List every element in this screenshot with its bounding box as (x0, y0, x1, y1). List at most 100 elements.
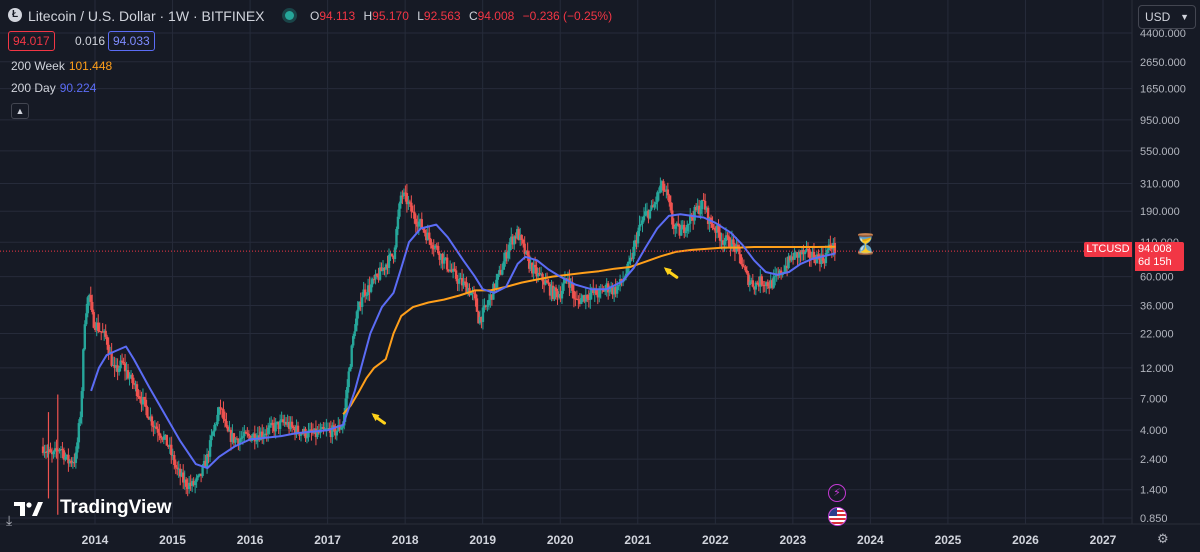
x-tick-label: 2019 (469, 533, 496, 547)
y-tick-label: 4400.000 (1140, 28, 1186, 40)
candle (152, 421, 155, 437)
candle (171, 448, 174, 461)
candle (46, 444, 49, 458)
price-axis[interactable]: 4400.000 2650.000 1650.000 950.000 550.000 31… (1140, 28, 1186, 525)
candle (74, 446, 78, 469)
candle (332, 419, 336, 432)
candle (252, 432, 255, 438)
candle (165, 434, 169, 446)
candle (50, 447, 54, 463)
candle (431, 242, 434, 255)
candle (542, 277, 546, 293)
candle (578, 293, 582, 307)
candle (660, 180, 664, 193)
candle (554, 284, 558, 300)
candle (277, 421, 280, 435)
candle (170, 436, 173, 464)
candle (487, 293, 491, 310)
arrow-annotation[interactable] (663, 267, 679, 279)
candle (331, 422, 334, 444)
candle (378, 262, 382, 281)
candle (635, 232, 638, 250)
last-price-tag: 94.008 6d 15h (1135, 242, 1184, 271)
candle (189, 474, 192, 491)
candle (744, 264, 747, 272)
candle (830, 243, 834, 259)
symbol-title[interactable]: Litecoin / U.S. Dollar · 1W · BITFINEX (28, 8, 265, 24)
candle (323, 422, 327, 430)
candle (337, 417, 340, 432)
candle (821, 246, 825, 264)
indicator-200-day[interactable]: 200 Day 90.224 (11, 81, 96, 95)
candle (55, 439, 58, 459)
arrow-annotation[interactable] (371, 413, 387, 425)
candle (560, 282, 564, 305)
us-flag-event-icon[interactable] (828, 507, 847, 526)
candle (760, 274, 763, 287)
candle (538, 267, 541, 277)
candle (551, 281, 555, 301)
candle (662, 179, 665, 196)
candle (806, 242, 810, 258)
candle (265, 425, 268, 442)
candle (401, 190, 404, 205)
candle (642, 207, 646, 223)
candle (445, 254, 449, 273)
indicator-200-week[interactable]: 200 Week 101.448 (11, 59, 112, 73)
candle (120, 353, 124, 365)
candle (173, 451, 176, 470)
candle (68, 459, 72, 467)
candle (389, 250, 392, 262)
collapse-legend-icon[interactable]: ▲ (11, 103, 29, 119)
ask-price-box[interactable]: 94.033 (108, 31, 155, 51)
candle (235, 436, 239, 440)
candle (572, 284, 576, 308)
candle (369, 277, 373, 294)
candle (196, 474, 200, 481)
scroll-to-start-icon[interactable]: ⤓ (6, 512, 13, 528)
candle (657, 187, 661, 201)
candle (180, 468, 183, 478)
candle (207, 450, 210, 464)
candle (141, 388, 145, 411)
x-tick-label: 2022 (702, 533, 729, 547)
candle (669, 195, 673, 213)
candle (541, 272, 544, 289)
x-tick-label: 2018 (392, 533, 419, 547)
candle (399, 191, 403, 209)
candle (275, 421, 279, 425)
ohlc-low: 92.563 (423, 9, 461, 23)
candle (571, 276, 574, 299)
x-tick-label: 2020 (547, 533, 574, 547)
candle (226, 425, 230, 433)
candle (269, 416, 273, 428)
candle (617, 284, 620, 291)
bid-price-box[interactable]: 94.017 (8, 31, 55, 51)
candle (110, 342, 113, 368)
candle (314, 420, 318, 446)
candle (499, 263, 503, 276)
currency-select[interactable]: USD ▼ (1138, 5, 1196, 29)
candle (414, 213, 418, 233)
candle (98, 322, 101, 333)
symbol-price-tag: LTCUSD (1084, 242, 1132, 257)
candle (177, 460, 180, 478)
candle (514, 232, 517, 244)
candle (159, 433, 163, 444)
candle (101, 323, 104, 333)
gear-icon[interactable]: ⚙ (1157, 531, 1169, 546)
candle (580, 293, 583, 305)
candle (527, 250, 531, 273)
candle (296, 421, 300, 434)
candle (402, 188, 406, 200)
time-axis[interactable]: 2014 2015 2016 2017 2018 2019 2020 2021 2022 2023… (82, 533, 1117, 547)
candle (630, 252, 634, 261)
candle (272, 417, 276, 438)
lightning-event-icon[interactable]: ⚡ (828, 484, 846, 502)
candle (299, 432, 303, 442)
candle (532, 258, 535, 281)
market-status-icon[interactable] (285, 11, 294, 20)
candle (105, 334, 109, 350)
candle (143, 396, 146, 407)
